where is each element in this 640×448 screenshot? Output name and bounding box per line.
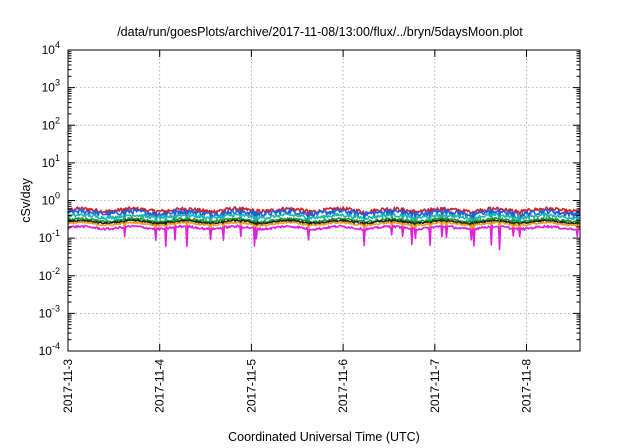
y-tick-label: 10-4	[39, 341, 60, 358]
x-tick-label: 2017-11-7	[428, 359, 442, 413]
y-axis-label: cSv/day	[19, 178, 33, 223]
y-tick-label: 100	[42, 191, 60, 208]
series-line	[67, 218, 581, 231]
x-tick-label: 2017-11-4	[153, 359, 167, 413]
series-line	[67, 224, 581, 251]
x-tick-label: 2017-11-5	[244, 359, 258, 413]
data-series	[67, 206, 581, 251]
y-tick-label: 101	[42, 153, 60, 170]
x-tick-label: 2017-11-6	[336, 359, 350, 413]
y-tick-label: 10-2	[39, 266, 60, 283]
series-line	[67, 221, 581, 235]
y-tick-label: 103	[42, 78, 60, 95]
chart-title: /data/run/goesPlots/archive/2017-11-08/1…	[117, 25, 523, 39]
y-tick-label: 10-1	[39, 228, 60, 245]
y-tick-labels: 10-4 10-3 10-2 10-1 100 101 102 103 104	[39, 40, 60, 358]
y-tick-label: 10-3	[39, 303, 60, 320]
series-line	[67, 208, 581, 229]
y-tick-label: 104	[42, 40, 60, 57]
grid-lines	[68, 50, 580, 351]
series-line	[67, 216, 581, 228]
x-tick-label: 2017-11-3	[61, 359, 75, 413]
y-tick-label: 102	[42, 115, 60, 132]
series-line	[67, 212, 581, 228]
axis-ticks	[67, 49, 580, 352]
series-line	[68, 206, 581, 219]
x-tick-label: 2017-11-8	[520, 359, 534, 413]
x-tick-labels: 2017-11-3 2017-11-4 2017-11-5 2017-11-6 2017…	[61, 359, 534, 413]
x-axis-label: Coordinated Universal Time (UTC)	[228, 430, 420, 444]
